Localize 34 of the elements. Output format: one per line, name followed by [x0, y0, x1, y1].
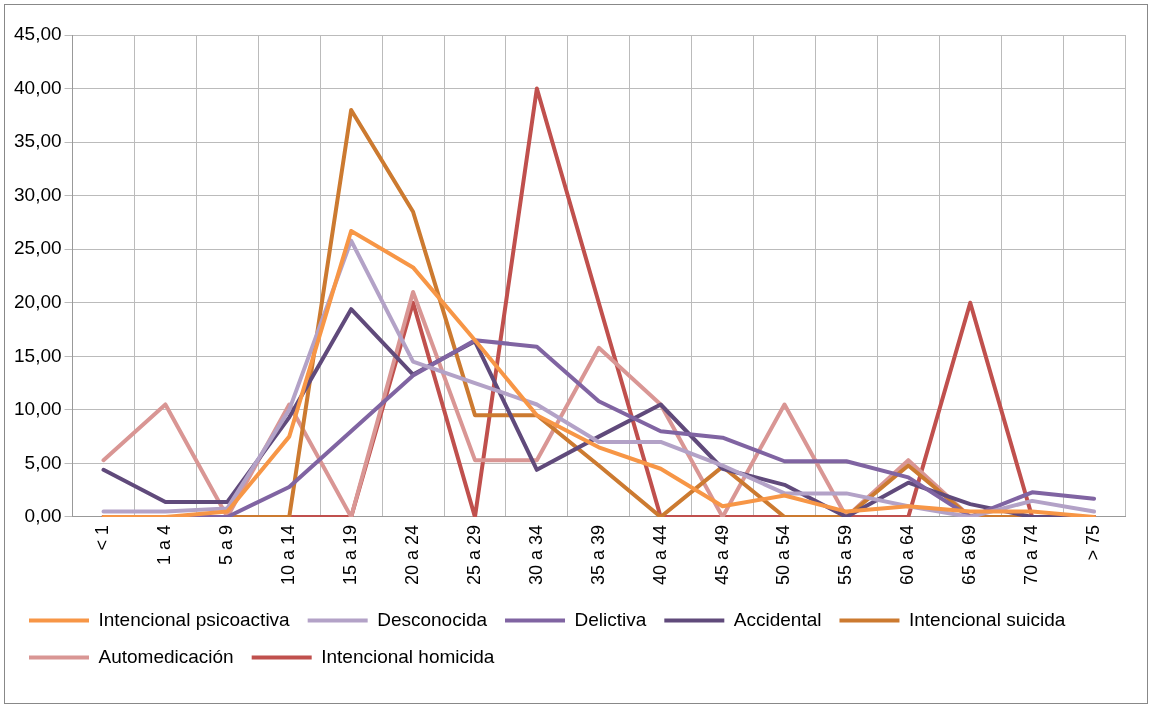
x-tick-label: < 1 — [92, 524, 113, 551]
legend-label: Automedicación — [98, 645, 234, 667]
legend-label: Accidental — [733, 608, 822, 630]
x-tick-label: 35 a 39 — [587, 524, 608, 586]
y-tick-label: 0,00 — [24, 505, 62, 527]
x-tick-label: 25 a 29 — [463, 524, 484, 586]
x-tick-label: 50 a 54 — [773, 524, 794, 586]
x-tick-label: 55 a 59 — [835, 524, 856, 586]
y-tick-label: 35,00 — [14, 130, 62, 152]
x-tick-label: 30 a 34 — [525, 524, 546, 586]
y-tick-label: 25,00 — [14, 237, 62, 259]
legend-label: Delictiva — [574, 608, 647, 630]
x-tick-label: > 75 — [1083, 524, 1104, 561]
y-tick-label: 30,00 — [14, 183, 62, 205]
x-tick-label: 10 a 14 — [278, 524, 299, 586]
legend-label: Desconocida — [377, 608, 488, 630]
y-tick-label: 20,00 — [14, 290, 62, 312]
legend-label: Intencional homicida — [321, 645, 495, 667]
x-tick-label: 20 a 24 — [402, 524, 423, 586]
y-tick-label: 5,00 — [24, 451, 62, 473]
x-tick-label: 1 a 4 — [154, 524, 175, 565]
x-tick-label: 45 a 49 — [711, 524, 732, 586]
x-tick-label: 15 a 19 — [340, 524, 361, 586]
y-tick-label: 10,00 — [14, 398, 62, 420]
legend-label: Intencional suicida — [908, 608, 1066, 630]
x-tick-label: 60 a 64 — [897, 524, 918, 586]
legend-label: Intencional psicoactiva — [98, 608, 291, 630]
y-tick-label: 45,00 — [14, 23, 62, 45]
x-tick-label: 5 a 9 — [216, 524, 237, 565]
y-tick-label: 15,00 — [14, 344, 62, 366]
y-tick-label: 40,00 — [14, 76, 62, 98]
x-tick-label: 70 a 74 — [1021, 524, 1042, 586]
x-tick-label: 65 a 69 — [959, 524, 980, 586]
x-tick-label: 40 a 44 — [649, 524, 670, 586]
